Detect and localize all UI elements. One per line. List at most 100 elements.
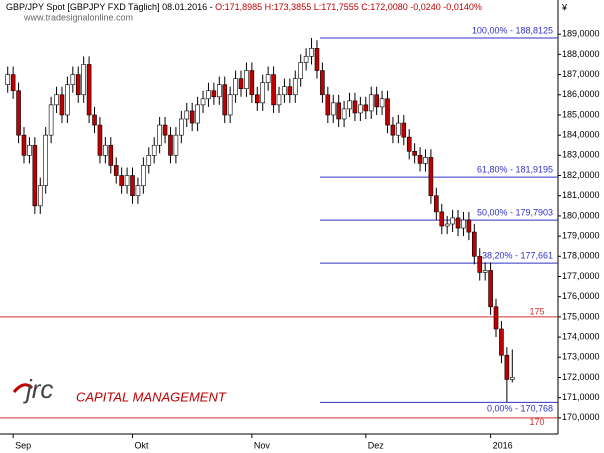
- candle-body: [81, 64, 86, 96]
- candle-body: [271, 74, 276, 106]
- candle-body: [472, 231, 477, 257]
- y-tick-label: 177,0000: [562, 271, 600, 281]
- fib-label: 0,00% - 170,768: [487, 404, 553, 414]
- candle-body: [227, 94, 233, 116]
- candle-body: [309, 48, 314, 57]
- candle-body: [200, 98, 206, 106]
- y-tick-label: 170,0000: [562, 412, 600, 422]
- candle-body: [141, 165, 146, 186]
- y-tick-label: 178,0000: [562, 251, 600, 261]
- chart-header: GBP/JPY Spot [GBPJPY FXD Täglich] 08.01.…: [6, 2, 482, 12]
- candle-body: [254, 94, 260, 104]
- candle-body: [401, 122, 407, 138]
- candle-body: [75, 74, 81, 96]
- candle-body: [385, 98, 390, 126]
- candle-body: [135, 185, 141, 197]
- logo-text: CAPITAL MANAGEMENT: [76, 389, 227, 404]
- candle-body: [211, 90, 217, 98]
- fib-label: 61,80% - 181,9195: [477, 165, 553, 175]
- y-tick-label: 171,0000: [562, 392, 600, 402]
- candle-body: [70, 74, 76, 85]
- y-tick-label: 172,0000: [562, 372, 600, 382]
- y-tick-label: 182,0000: [562, 170, 600, 180]
- header-title: GBP/JPY Spot [GBPJPY FXD Täglich] 08.01.…: [6, 2, 213, 12]
- candle-body: [222, 84, 228, 116]
- candle-body: [249, 70, 255, 96]
- candle-body: [157, 124, 162, 146]
- candle-body: [450, 217, 455, 225]
- candle-body: [423, 157, 428, 164]
- candle-body: [21, 134, 27, 156]
- candle-body: [108, 144, 114, 166]
- x-tick-label: Dez: [368, 440, 385, 450]
- candle-body: [54, 94, 59, 106]
- candle-body: [428, 157, 434, 197]
- candle-body: [233, 78, 238, 96]
- candle-body: [499, 328, 504, 356]
- candle-body: [417, 155, 423, 164]
- candle-body: [509, 376, 515, 380]
- candle-body: [65, 84, 70, 116]
- candle-body: [37, 185, 43, 207]
- candle-body: [189, 110, 195, 124]
- y-tick-label: 183,0000: [562, 150, 600, 160]
- candle-body: [379, 98, 385, 108]
- candle-body: [168, 134, 173, 156]
- logo-swoosh: [12, 383, 34, 393]
- x-tick-label: 2016: [493, 440, 513, 450]
- candle-body: [444, 223, 450, 227]
- watermark: www.tradesignalonline.com: [23, 12, 133, 22]
- candle-body: [488, 270, 493, 308]
- candle-body: [374, 94, 379, 108]
- candle-body: [298, 62, 303, 79]
- candle-body: [276, 94, 282, 106]
- candle-body: [184, 110, 190, 120]
- candle-body: [43, 134, 48, 186]
- level-label: 170: [529, 417, 544, 427]
- candle-body: [320, 70, 325, 96]
- candle-body: [412, 151, 417, 156]
- candle-body: [477, 256, 483, 273]
- candle-body: [10, 74, 16, 92]
- fib-label: 50,00% - 179,7903: [477, 208, 553, 218]
- candle-body: [282, 86, 287, 96]
- candle-body: [16, 90, 21, 136]
- candle-body: [406, 136, 412, 152]
- x-tick-label: Okt: [135, 440, 150, 450]
- candle-body: [466, 219, 472, 233]
- y-tick-label: 189,0000: [562, 29, 600, 39]
- candle-body: [265, 74, 271, 83]
- y-tick-label: 187,0000: [562, 69, 600, 79]
- y-tick-label: 180,0000: [562, 210, 600, 220]
- candle-body: [238, 78, 244, 90]
- y-tick-label: 179,0000: [562, 230, 600, 240]
- candle-body: [347, 100, 352, 110]
- candle-body: [119, 175, 124, 186]
- candle-body: [5, 74, 11, 85]
- candle-body: [195, 104, 200, 124]
- y-tick-label: 174,0000: [562, 331, 600, 341]
- candle-body: [368, 94, 374, 112]
- candle-body: [358, 104, 363, 114]
- candle-body: [92, 114, 97, 126]
- candle-body: [439, 211, 445, 227]
- logo: jrc CAPITAL MANAGEMENT: [12, 374, 227, 404]
- fib-label: 38,20% - 177,661: [482, 251, 553, 261]
- candle-body: [217, 84, 222, 98]
- y-tick-label: 181,0000: [562, 190, 600, 200]
- candle-body: [292, 78, 298, 96]
- candle-body: [330, 102, 336, 116]
- fib-label: 100,00% - 188,8125: [472, 25, 553, 35]
- candle-body: [482, 270, 488, 273]
- candle-body: [493, 306, 499, 330]
- candle-body: [146, 155, 152, 166]
- candle-body: [103, 144, 108, 156]
- candle-body: [314, 48, 320, 71]
- candle-body: [206, 90, 211, 100]
- candle-body: [32, 144, 38, 207]
- candle-body: [341, 108, 347, 120]
- candle-body: [244, 70, 249, 90]
- x-tick-label: Nov: [254, 440, 271, 450]
- y-tick-label: 186,0000: [562, 89, 600, 99]
